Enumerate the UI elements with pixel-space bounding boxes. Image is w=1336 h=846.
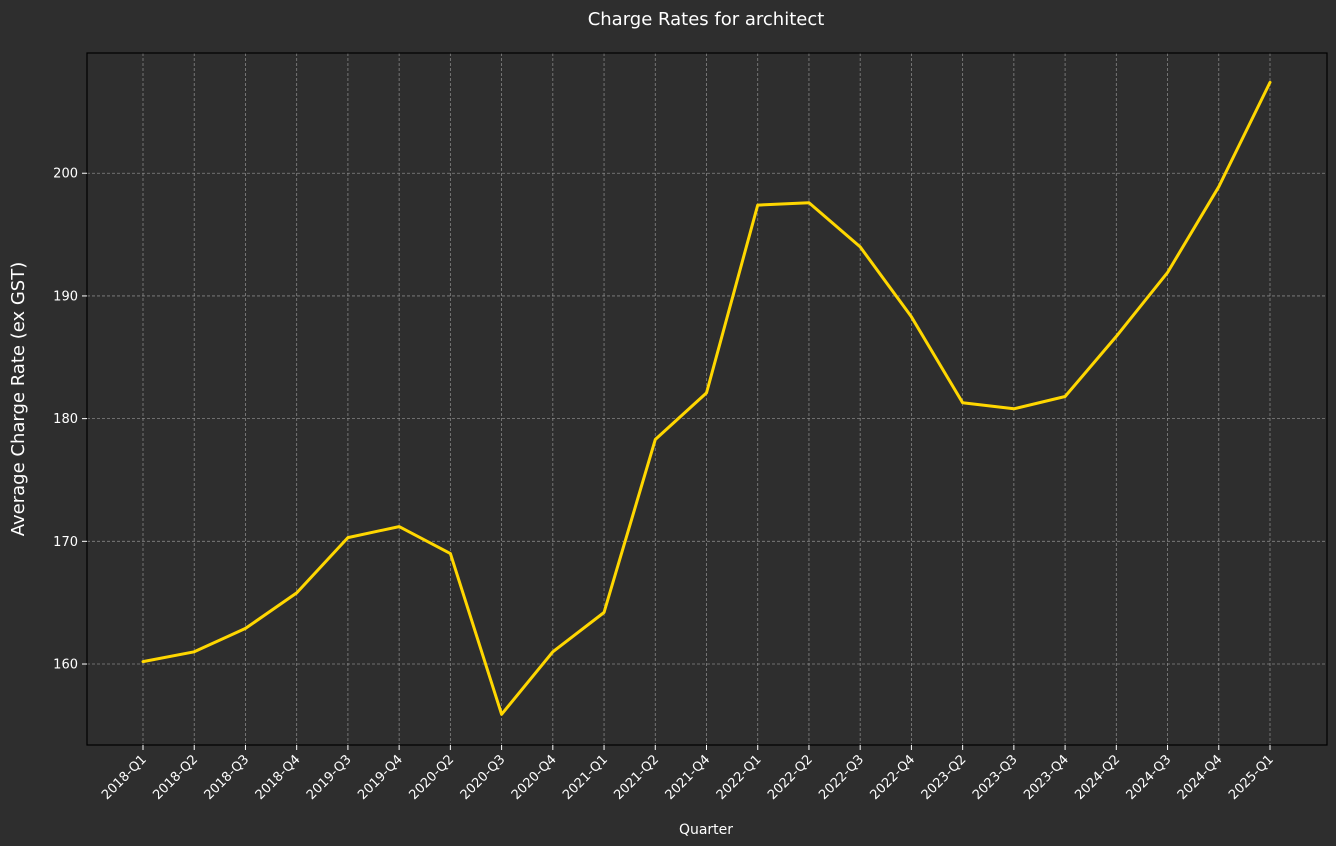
- chart-title: Charge Rates for architect: [588, 9, 825, 30]
- x-tick-label: 2022-Q3: [816, 752, 867, 803]
- x-tick-label: 2023-Q4: [1021, 752, 1072, 803]
- x-tick-label: 2023-Q3: [970, 752, 1021, 803]
- x-axis-label: Quarter: [679, 822, 733, 838]
- x-tick-label: 2020-Q4: [509, 752, 560, 803]
- y-tick-label: 170: [53, 535, 78, 550]
- y-axis-label: Average Charge Rate (ex GST): [8, 262, 29, 537]
- x-tick-label: 2020-Q3: [458, 752, 509, 803]
- x-tick-label: 2022-Q4: [867, 752, 918, 803]
- x-tick-label: 2019-Q3: [304, 752, 355, 803]
- x-tick-label: 2022-Q2: [765, 752, 816, 803]
- y-tick-label: 190: [53, 289, 78, 304]
- series-layer: [141, 80, 1272, 716]
- ticks-layer: 2018-Q1 2018-Q2 2018-Q3 2018-Q4 2019-Q3 2019-…: [53, 167, 1277, 803]
- x-tick-label: 2023-Q2: [919, 752, 970, 803]
- x-tick-label: 2021-Q2: [611, 752, 662, 803]
- x-tick-label: 2019-Q4: [355, 752, 406, 803]
- series-line: [141, 80, 1272, 716]
- x-tick-label: 2021-Q4: [663, 752, 714, 803]
- x-tick-label: 2024-Q2: [1072, 752, 1123, 803]
- x-tick-label: 2025-Q1: [1226, 752, 1277, 803]
- grid-layer: [87, 53, 1327, 745]
- y-tick-label: 160: [53, 658, 78, 673]
- x-tick-label: 2018-Q2: [150, 752, 201, 803]
- plot-frame: [86, 52, 1328, 746]
- x-tick-label: 2018-Q3: [202, 752, 253, 803]
- x-tick-label: 2018-Q1: [99, 752, 150, 803]
- x-tick-label: 2021-Q1: [560, 752, 611, 803]
- y-tick-label: 180: [53, 412, 78, 427]
- x-tick-label: 2024-Q3: [1124, 752, 1175, 803]
- x-tick-label: 2020-Q2: [406, 752, 457, 803]
- x-tick-label: 2018-Q4: [253, 752, 304, 803]
- x-tick-label: 2022-Q1: [714, 752, 765, 803]
- y-tick-label: 200: [53, 167, 78, 182]
- x-tick-label: 2024-Q4: [1175, 752, 1226, 803]
